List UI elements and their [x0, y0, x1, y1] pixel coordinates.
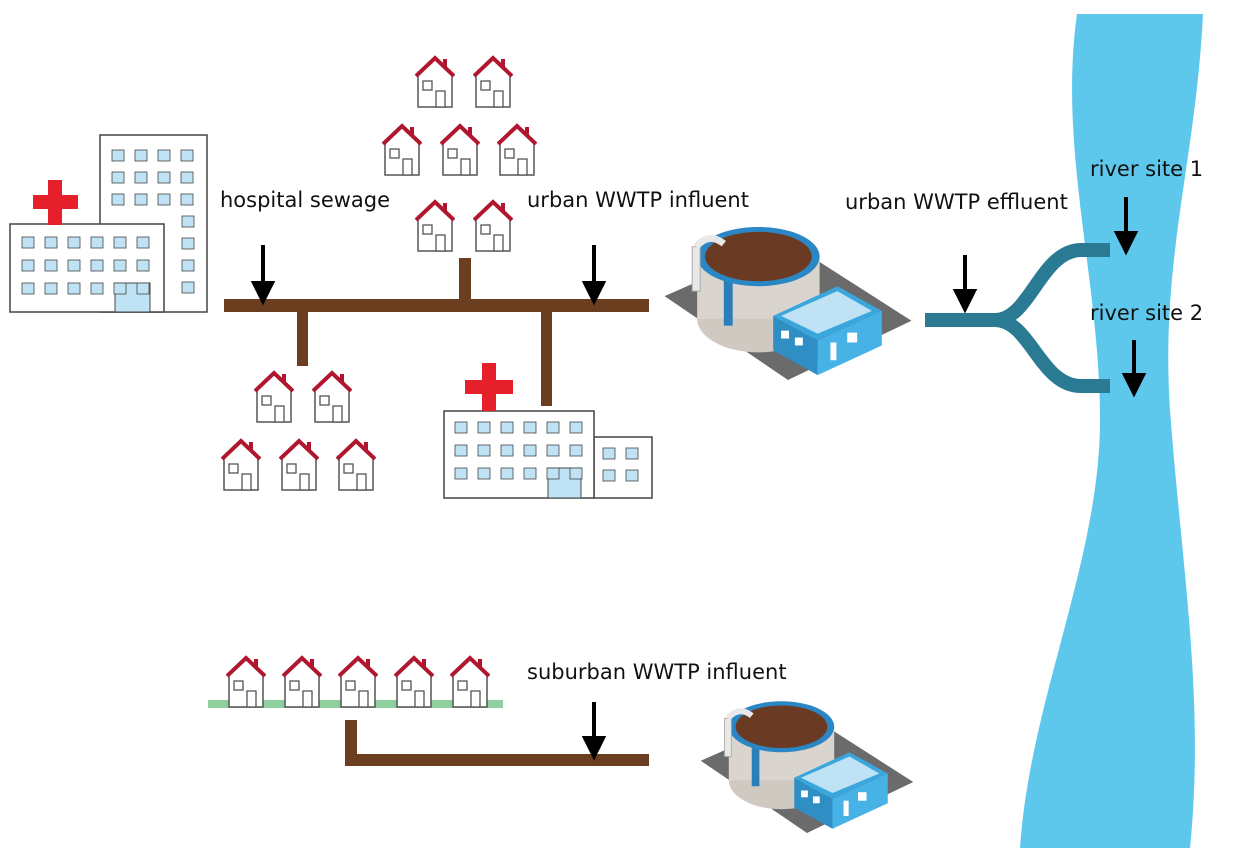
window	[603, 470, 615, 481]
label: hospital sewage	[220, 188, 390, 212]
house	[313, 373, 351, 422]
window	[137, 237, 149, 248]
window	[524, 422, 536, 433]
window	[182, 260, 194, 271]
label: suburban WWTP influent	[527, 660, 787, 684]
window	[603, 448, 615, 459]
window	[112, 150, 124, 161]
window	[547, 422, 559, 433]
house	[383, 126, 421, 175]
window	[91, 283, 103, 294]
window	[570, 422, 582, 433]
window	[22, 260, 34, 271]
hospital	[10, 135, 207, 312]
window	[135, 150, 147, 161]
house	[416, 202, 454, 251]
window	[478, 422, 490, 433]
window	[455, 422, 467, 433]
urban-wwtp	[665, 227, 912, 380]
label: urban WWTP influent	[527, 188, 749, 212]
house	[280, 441, 318, 490]
house	[498, 126, 536, 175]
window	[114, 283, 126, 294]
window	[112, 172, 124, 183]
window	[112, 194, 124, 205]
house	[337, 441, 375, 490]
window	[181, 150, 193, 161]
house	[283, 658, 321, 707]
window	[478, 468, 490, 479]
window	[455, 445, 467, 456]
window	[524, 468, 536, 479]
window	[91, 260, 103, 271]
window	[524, 445, 536, 456]
window	[501, 445, 513, 456]
label: river site 2	[1090, 301, 1203, 325]
window	[570, 468, 582, 479]
page: hospital sewage urban WWTP influent urba…	[0, 0, 1233, 848]
window	[501, 422, 513, 433]
window	[68, 260, 80, 271]
window	[181, 172, 193, 183]
house	[222, 441, 260, 490]
window	[45, 260, 57, 271]
label: river site 1	[1090, 157, 1203, 181]
window	[501, 468, 513, 479]
window	[68, 283, 80, 294]
window	[137, 283, 149, 294]
window	[455, 468, 467, 479]
window	[547, 468, 559, 479]
window	[22, 283, 34, 294]
window	[182, 216, 194, 227]
window	[478, 445, 490, 456]
house	[416, 58, 454, 107]
window	[45, 283, 57, 294]
window	[137, 260, 149, 271]
effluent-pipe	[925, 250, 1110, 386]
window	[626, 448, 638, 459]
window	[45, 237, 57, 248]
house	[227, 658, 265, 707]
window	[547, 445, 559, 456]
house	[474, 58, 512, 107]
house	[255, 373, 293, 422]
house	[451, 658, 489, 707]
window	[135, 194, 147, 205]
window	[570, 445, 582, 456]
house	[441, 126, 479, 175]
window	[114, 237, 126, 248]
diagram: hospital sewage urban WWTP influent urba…	[0, 0, 1233, 848]
window	[626, 470, 638, 481]
window	[158, 194, 170, 205]
window	[91, 237, 103, 248]
window	[182, 282, 194, 293]
window	[114, 260, 126, 271]
house	[395, 658, 433, 707]
window	[182, 238, 194, 249]
house	[474, 202, 512, 251]
house	[339, 658, 377, 707]
suburban-wwtp	[701, 701, 914, 833]
label: urban WWTP effluent	[845, 190, 1068, 214]
window	[22, 237, 34, 248]
window	[135, 172, 147, 183]
window	[158, 172, 170, 183]
window	[158, 150, 170, 161]
window	[181, 194, 193, 205]
window	[68, 237, 80, 248]
river	[1020, 14, 1203, 848]
